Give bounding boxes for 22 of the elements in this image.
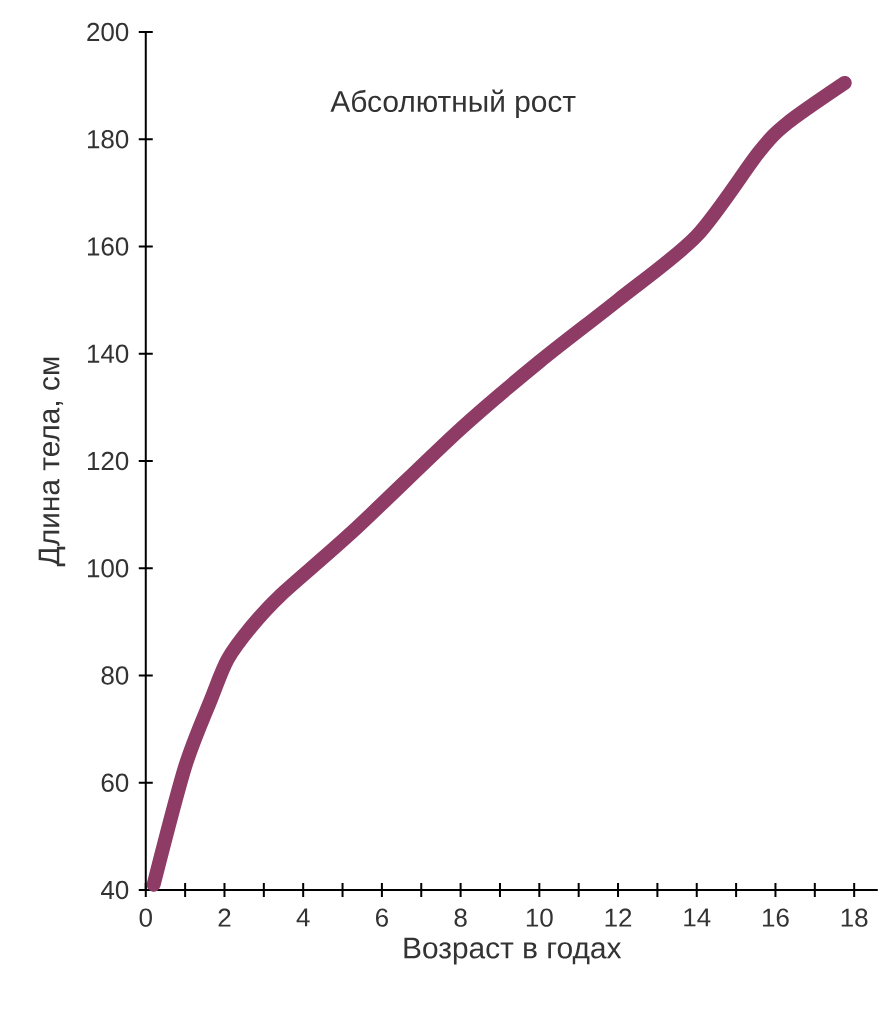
x-tick-label: 4: [296, 908, 310, 927]
y-axis-title: Длина тела, см: [38, 357, 66, 567]
x-tick-label: 0: [139, 908, 153, 927]
x-tick-label: 8: [454, 908, 467, 927]
x-tick-label: 14: [684, 908, 711, 927]
y-tick-label: 140: [88, 344, 129, 363]
y-tick-label: 200: [87, 22, 129, 42]
y-tick-label: 60: [101, 773, 129, 792]
y-tick-label: 80: [101, 666, 129, 685]
x-tick-label: 10: [527, 908, 553, 927]
x-tick-label: 2: [218, 908, 231, 927]
x-axis-title: Возраст в годах: [404, 937, 622, 965]
y-tick-label: 180: [88, 130, 129, 149]
x-tick-label: 16: [763, 908, 789, 927]
y-tick-label: 120: [88, 451, 129, 471]
y-tick-label: 100: [88, 559, 129, 578]
x-tick-label: 12: [605, 908, 632, 927]
x-tick-label: 18: [841, 908, 868, 927]
text: Абсолютный рост: [330, 89, 576, 118]
y-tick-label: 160: [88, 237, 129, 256]
x-tick-label: 6: [376, 908, 389, 927]
y-tick-label: 40: [101, 880, 129, 900]
